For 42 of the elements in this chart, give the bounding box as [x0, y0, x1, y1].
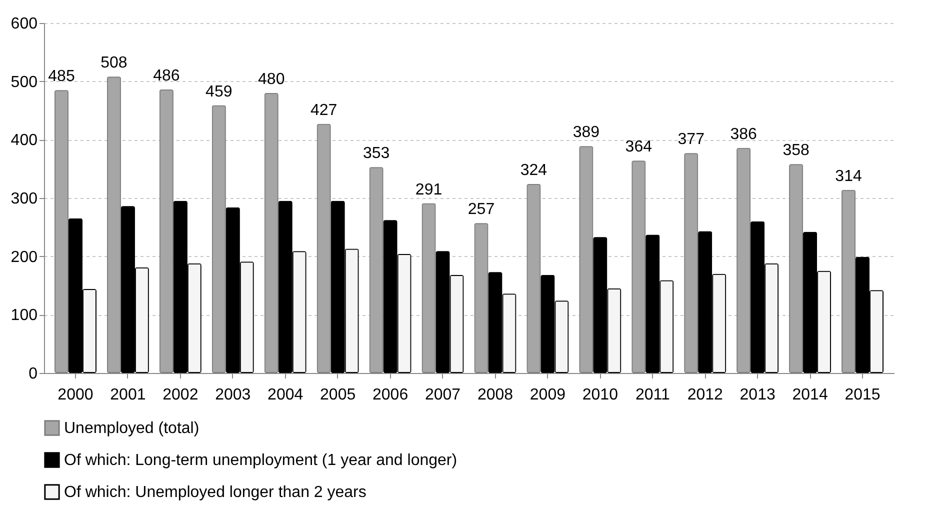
data-label: 353 — [362, 145, 390, 162]
x-tick-label: 2004 — [268, 386, 304, 404]
y-tick-label: 100 — [10, 307, 38, 324]
legend-label: Unemployed (total) — [64, 420, 200, 437]
data-label: 324 — [520, 162, 548, 179]
y-tick-label: 200 — [10, 248, 38, 266]
x-tick-label: 2007 — [424, 386, 461, 404]
x-tick-label: 2010 — [582, 386, 618, 404]
data-label: 386 — [730, 126, 758, 143]
x-tick-label: 2003 — [215, 386, 251, 404]
x-tick-label: 2009 — [530, 386, 566, 404]
x-tick-label: 2014 — [792, 386, 828, 404]
data-label: 389 — [572, 124, 600, 142]
legend-label: Of which: Long-term unemployment (1 year and longer) — [64, 452, 458, 469]
x-tick-label: 2001 — [110, 386, 146, 404]
data-label: 508 — [100, 54, 128, 72]
data-label: 486 — [153, 68, 180, 84]
y-tick-label: 500 — [10, 74, 38, 91]
x-tick-label: 2015 — [844, 386, 880, 404]
x-tick-label: 2012 — [687, 386, 724, 404]
x-tick-label: 2013 — [740, 386, 776, 404]
data-label: 364 — [625, 138, 652, 156]
legend-label: Of which: Unemployed longer than 2 years — [64, 484, 366, 501]
y-tick-label: 600 — [10, 16, 38, 32]
data-label: 291 — [415, 181, 442, 198]
x-tick-label: 2005 — [320, 386, 356, 404]
y-tick-label: 0 — [28, 366, 38, 382]
y-tick-label: 300 — [10, 190, 38, 208]
y-tick-label: 400 — [10, 132, 38, 150]
data-label: 427 — [310, 102, 338, 119]
data-label: 377 — [678, 131, 705, 148]
data-label: 314 — [835, 168, 862, 185]
data-label: 257 — [468, 201, 495, 218]
x-tick-label: 2000 — [58, 386, 94, 404]
x-tick-label: 2006 — [372, 386, 408, 404]
data-label: 480 — [258, 71, 285, 88]
data-label: 459 — [206, 83, 232, 100]
x-tick-label: 2008 — [477, 386, 514, 404]
data-label: 358 — [782, 142, 810, 160]
x-tick-label: 2011 — [635, 386, 670, 404]
data-label: 485 — [48, 68, 75, 86]
x-tick-label: 2002 — [162, 386, 198, 404]
